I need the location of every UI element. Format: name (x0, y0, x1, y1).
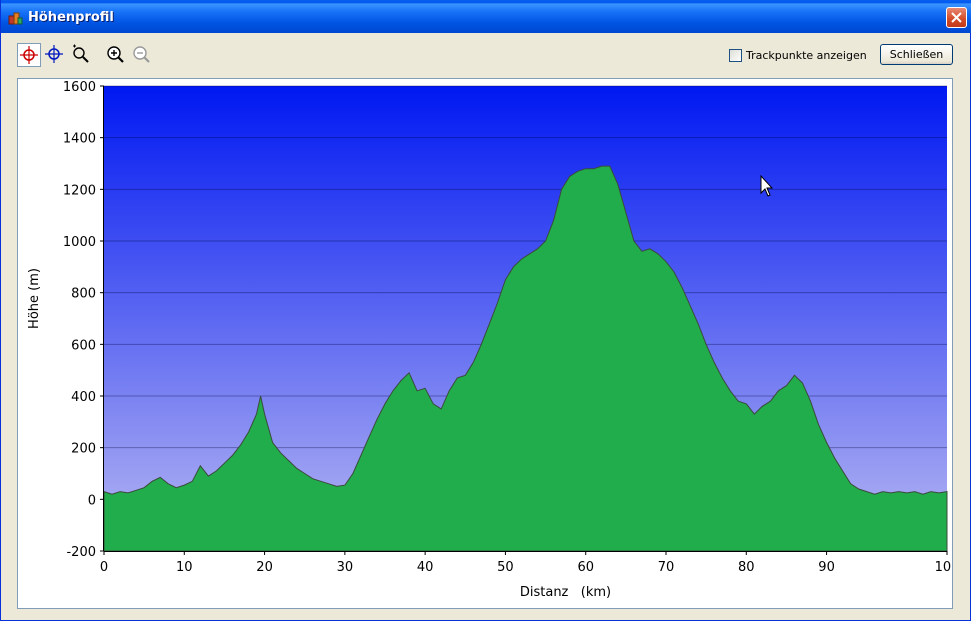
y-tick-label: 1600 (63, 80, 96, 95)
x-tick-label: 50 (497, 560, 514, 575)
title-bar[interactable]: Höhenprofil (1, 0, 971, 33)
y-tick-label: 600 (71, 338, 96, 353)
y-tick-label: 1000 (63, 235, 96, 250)
y-tick-label: 0 (88, 493, 96, 508)
close-icon (951, 12, 962, 23)
x-tick-label: 20 (256, 560, 273, 575)
y-tick-label: 1200 (63, 183, 96, 198)
zoom-in-icon (107, 46, 124, 63)
x-tick-label: 0 (100, 560, 108, 575)
axes (103, 86, 947, 552)
elevation-area (103, 165, 948, 552)
blue-crosshair-icon (45, 45, 63, 63)
app-icon (8, 10, 23, 25)
show-trackpoints-label: Trackpunkte anzeigen (746, 49, 867, 62)
crosshair-tool[interactable] (43, 43, 67, 67)
x-tick-label: 105 (935, 560, 952, 575)
x-tick-label: 30 (337, 560, 354, 575)
zoom-out-icon (133, 46, 150, 63)
y-tick-label: 200 (71, 442, 96, 457)
y-axis-label: Höhe (m) (27, 268, 42, 329)
elevation-chart[interactable]: -200 0 200 400 600 800 1000 1200 1400 1600 0 10 20 3… (17, 78, 953, 609)
zoom-region-tool[interactable] (69, 43, 93, 67)
red-crosshair-icon (20, 46, 38, 64)
x-tick-label: 80 (738, 560, 755, 575)
close-window-button[interactable] (946, 7, 967, 28)
y-tick-label: 800 (71, 287, 96, 302)
zoom-out-tool[interactable] (130, 43, 154, 67)
x-axis-label: Distanz (km) (520, 585, 611, 600)
show-trackpoints-checkbox[interactable] (729, 49, 742, 62)
x-axis-ticks: 0 10 20 30 40 50 60 70 80 90 105 (100, 551, 952, 575)
window-title: Höhenprofil (28, 10, 114, 25)
y-tick-label: -200 (66, 545, 96, 560)
x-tick-label: 40 (417, 560, 434, 575)
close-button[interactable]: Schließen (880, 44, 953, 65)
mouse-cursor-icon (760, 174, 774, 197)
elevation-chart-svg: -200 0 200 400 600 800 1000 1200 1400 1600 0 10 20 3… (27, 80, 952, 600)
y-tick-label: 1400 (63, 132, 96, 147)
toolbar: Trackpunkte anzeigen Schließen (1, 36, 970, 74)
x-tick-label: 60 (577, 560, 594, 575)
x-tick-label: 70 (658, 560, 675, 575)
zoom-region-icon (73, 44, 89, 63)
y-tick-label: 400 (71, 390, 96, 405)
y-axis-ticks: -200 0 200 400 600 800 1000 1200 1400 1600 (63, 80, 104, 560)
zoom-in-tool[interactable] (104, 43, 128, 67)
crosshair-select-tool[interactable] (17, 43, 41, 67)
x-tick-label: 90 (818, 560, 835, 575)
x-tick-label: 10 (176, 560, 193, 575)
